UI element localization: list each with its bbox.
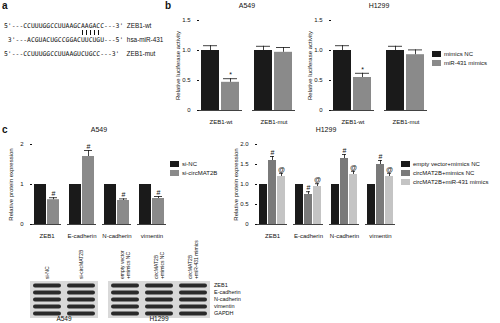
svg-text:0: 0 (245, 221, 249, 227)
html-text:circMAT2B+miR-431 mimics: circMAT2B+miR-431 mimics (413, 179, 489, 185)
svg-text:#: # (52, 190, 56, 197)
svg-text:E-cadherin: E-cadherin (214, 289, 241, 295)
svg-text:H1299: H1299 (149, 315, 169, 322)
svg-text:Relative protein expression: Relative protein expression (233, 148, 239, 220)
svg-text:ZEB1: ZEB1 (265, 233, 281, 238)
svg-text:0: 0 (20, 221, 24, 227)
html-text:miR-431 mimics: miR-431 mimics (444, 60, 487, 66)
svg-text:#: # (379, 153, 383, 160)
svg-text:ZEB1-mut: ZEB1-mut (260, 119, 287, 124)
svg-text:*: * (229, 71, 232, 78)
svg-text:0.5: 0.5 (314, 77, 323, 83)
svg-text:@: @ (386, 166, 393, 173)
svg-text:0: 0 (187, 107, 191, 113)
svg-text:vimentin: vimentin (214, 303, 234, 309)
svg-text:vimentin: vimentin (141, 233, 163, 238)
svg-text:0: 0 (319, 107, 323, 113)
svg-text:0.5: 0.5 (240, 201, 249, 207)
svg-text:1.5: 1.5 (240, 161, 249, 167)
svg-text:ZEB1: ZEB1 (39, 233, 55, 238)
html-text:ZEB1-mut: ZEB1-mut (126, 50, 156, 57)
svg-text:E-cadherin: E-cadherin (294, 233, 323, 238)
html-text:3'---ACGUACUGCCGGACUUCUGU---5': 3'---ACGUACUGCCGGACUUCUGU---5' hsa-miR-4… (7, 36, 164, 44)
html-text:empty vector+mimics NC: empty vector+mimics NC (413, 161, 480, 167)
html-text:c: c (2, 124, 8, 135)
svg-text:@: @ (350, 164, 357, 171)
html-text:si-circMAT2B: si-circMAT2B (182, 170, 218, 176)
svg-text:0.5: 0.5 (182, 77, 191, 83)
html-text:circMAT2B+mimics NC: circMAT2B+mimics NC (413, 170, 475, 176)
svg-text:1.0: 1.0 (182, 47, 191, 53)
svg-text:2: 2 (20, 141, 24, 147)
svg-text:circMAT2B+mimics NC: circMAT2B+mimics NC (153, 252, 165, 279)
svg-text:1.5: 1.5 (314, 17, 323, 23)
svg-text:N-cadherin: N-cadherin (214, 296, 241, 302)
svg-text:1: 1 (20, 181, 24, 187)
svg-text:si-circMAT2B: si-circMAT2B (78, 249, 84, 279)
svg-text:A549: A549 (56, 315, 72, 322)
svg-text:#: # (271, 149, 275, 156)
svg-text:@: @ (278, 166, 285, 173)
svg-text:#: # (343, 147, 347, 154)
svg-text:ZEB1-wt: ZEB1-wt (209, 119, 232, 124)
html-text:b: b (165, 0, 172, 11)
html-text:H1299: H1299 (315, 126, 337, 133)
svg-text:empty vector+mimics NC: empty vector+mimics NC (119, 250, 131, 279)
html-text:a: a (2, 0, 8, 11)
svg-text:vimentin: vimentin (369, 233, 391, 238)
svg-text:#: # (157, 189, 161, 196)
html-text:mimics NC: mimics NC (444, 51, 473, 57)
svg-text:@: @ (314, 176, 321, 183)
svg-text:circMAT2B+miR-431 mimics: circMAT2B+miR-431 mimics (187, 240, 199, 279)
svg-text:E-cadherin: E-cadherin (67, 233, 96, 238)
svg-text:N-cadherin: N-cadherin (102, 233, 131, 238)
svg-text:si-NC: si-NC (44, 266, 50, 279)
html-text:A549: A549 (238, 2, 256, 9)
svg-text:#: # (122, 191, 126, 198)
svg-text:2.0: 2.0 (240, 141, 249, 147)
svg-text:1.5: 1.5 (182, 17, 191, 23)
svg-text:Relative luciferase activity: Relative luciferase activity (175, 31, 181, 100)
svg-text:Relative protein expression: Relative protein expression (8, 148, 14, 220)
svg-text:Relative luciferase activity: Relative luciferase activity (307, 31, 313, 100)
svg-text:ZEB1: ZEB1 (214, 282, 228, 288)
html-text:si-NC: si-NC (182, 161, 197, 167)
svg-text:ZEB1-wt: ZEB1-wt (341, 119, 364, 124)
html-text:5'---CCUUUGGCCUUAAGCAAGACC---3: 5'---CCUUUGGCCUUAAGCAAGACC---3' ZEB1-wt (4, 22, 152, 30)
html-text:A549: A549 (90, 126, 108, 133)
svg-text:N-cadherin: N-cadherin (330, 233, 359, 238)
svg-text:#: # (307, 184, 311, 191)
html-text:5'---CCUUUGGCCUUAAGUCUGCC---3': 5'---CCUUUGGCCUUAAGUCUGCC---3' (4, 50, 120, 58)
svg-text:1.0: 1.0 (314, 47, 323, 53)
svg-text:#: # (87, 143, 91, 150)
svg-text:ZEB1-mut: ZEB1-mut (392, 119, 419, 124)
svg-text:GAPDH: GAPDH (214, 310, 234, 316)
svg-text:1.0: 1.0 (240, 181, 249, 187)
svg-text:*: * (361, 66, 364, 73)
html-text:H1299: H1299 (368, 2, 390, 9)
